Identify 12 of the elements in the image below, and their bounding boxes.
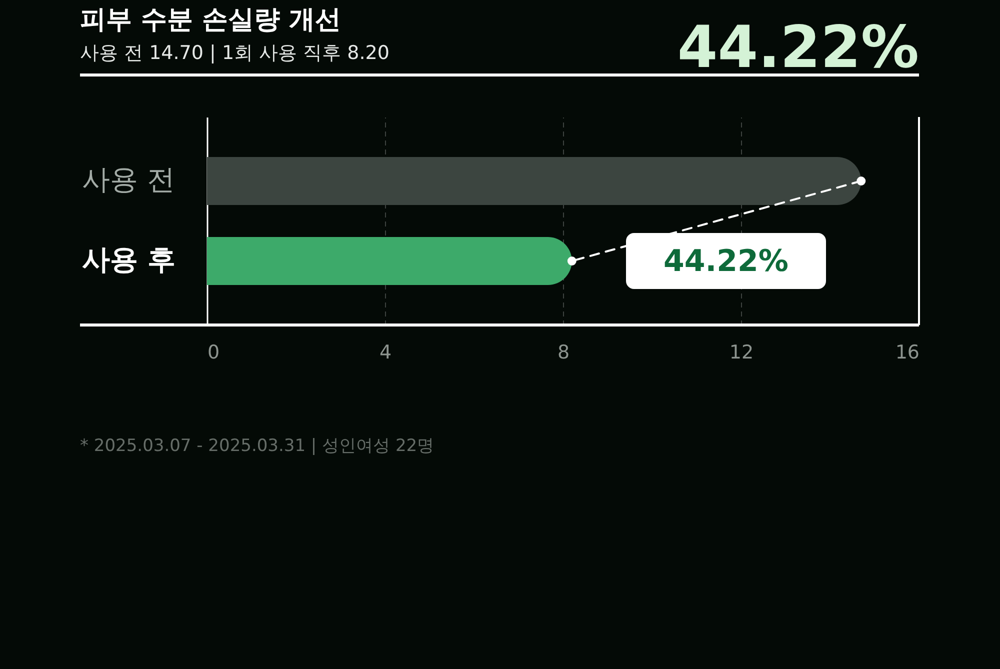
text: * 2025.03.07 - 2025.03.31 | 성인여성 22명 [80, 436, 434, 456]
x-tick-label: 8 [557, 342, 570, 364]
x-tick-label: 0 [208, 342, 220, 364]
x-tick-label: 12 [729, 342, 754, 364]
annotation: 44.22% [664, 244, 788, 279]
x-tick-label: 16 [895, 342, 920, 364]
chart-subtitle: 사용 전 14.70 | 1회 사용 직후 8.20 [80, 42, 390, 64]
y-tick-label: 사용 전 [82, 163, 175, 196]
y-tick-label: 사용 후 [82, 243, 176, 276]
text: 44.22% [677, 13, 919, 81]
chart-title: 피부 수분 손실량 개선 [80, 5, 342, 35]
x-tick-label: 4 [379, 342, 392, 364]
